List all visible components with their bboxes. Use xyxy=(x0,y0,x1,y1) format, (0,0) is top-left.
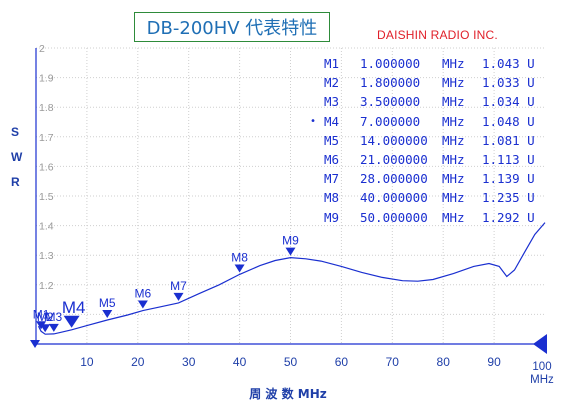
marker-m6-label: M6 xyxy=(135,287,152,301)
marker-readout-id: M6 xyxy=(324,151,340,167)
x-axis-title: 周 波 数 MHz xyxy=(249,387,327,401)
marker-readout-swr: 1.033 U xyxy=(482,75,535,91)
marker-readout-id: M3 xyxy=(324,94,340,110)
x-tick-label: 20 xyxy=(131,355,145,369)
marker-readout-freq: 7.000000 xyxy=(360,113,421,129)
y-tick-label: 1.6 xyxy=(39,161,54,173)
y-tick-label: 1.2 xyxy=(39,280,54,292)
x-end-pointer-icon xyxy=(533,334,547,354)
marker-m9-label: M9 xyxy=(282,234,299,248)
x-tick-label: 30 xyxy=(182,355,196,369)
x-end-unit: MHz xyxy=(530,374,554,386)
y-tick-label: 1.8 xyxy=(39,102,54,114)
marker-readout-swr: 1.235 U xyxy=(482,190,535,206)
marker-readout-freq: 3.500000 xyxy=(360,94,421,110)
marker-readout-swr: 1.292 U xyxy=(482,209,535,225)
marker-m2-label: M2 xyxy=(37,310,54,324)
chart-tick-labels: 1.2 1.3 1.4 1.5 1.6 1.7 1.8 1.9 2 10 20 30 40 50 60 70 8… xyxy=(39,43,554,386)
marker-readout-freq: 1.800000 xyxy=(360,75,421,91)
marker-readout-unit: MHz xyxy=(442,209,465,225)
marker-readout-id: M9 xyxy=(324,209,340,225)
marker-readout-swr: 1.034 U xyxy=(482,94,535,110)
marker-m5-label: M5 xyxy=(99,296,116,310)
marker-readout-freq: 1.000000 xyxy=(360,56,421,71)
marker-m3-icon xyxy=(48,323,59,332)
y-tick-label: 2 xyxy=(39,43,45,55)
marker-readout-id: M1 xyxy=(324,56,340,71)
marker-m5-icon xyxy=(102,310,113,319)
chart-grid xyxy=(36,47,545,344)
x-tick-label: 10 xyxy=(80,355,94,369)
marker-readout-id: M7 xyxy=(324,171,340,187)
x-tick-label: 40 xyxy=(233,355,247,369)
marker-readout-freq: 50.000000 xyxy=(360,209,428,225)
marker-m8-label: M8 xyxy=(231,250,248,264)
marker-m4-icon xyxy=(63,315,80,328)
marker-readout-freq: 14.000000 xyxy=(360,132,428,148)
active-marker-dot-icon: • xyxy=(310,115,317,127)
marker-readout-unit: MHz xyxy=(442,56,465,71)
chart-title: DB-200HV 代表特性 xyxy=(146,18,318,39)
y-tick-label: 1.4 xyxy=(39,221,54,233)
swr-trace-line xyxy=(37,222,546,335)
marker-readout-swr: 1.048 U xyxy=(482,113,535,129)
marker-m7-icon xyxy=(173,292,184,301)
marker-m2-icon xyxy=(40,324,51,333)
marker-m6-icon xyxy=(137,300,148,309)
marker-readout-unit: MHz xyxy=(442,94,465,110)
chart-title-box: DB-200HV 代表特性 xyxy=(134,12,330,42)
marker-readout-id: M4 xyxy=(324,113,340,129)
x-tick-label: 50 xyxy=(284,355,298,369)
marker-readout-freq: 40.000000 xyxy=(360,190,428,206)
marker-readout-freq: 21.000000 xyxy=(360,151,428,167)
x-tick-label: 90 xyxy=(487,355,501,369)
marker-m8-icon xyxy=(234,264,245,273)
marker-m4-label: M4 xyxy=(62,298,86,317)
marker-m9-icon xyxy=(285,247,296,256)
x-start-pointer-icon xyxy=(30,340,40,348)
marker-readout-unit: MHz xyxy=(442,151,465,167)
marker-m3-label: M3 xyxy=(45,310,62,324)
marker-readout-swr: 1.043 U xyxy=(482,56,535,71)
marker-readout-id: M2 xyxy=(324,75,340,91)
y-tick-label: 1.7 xyxy=(39,132,54,144)
marker-readout-unit: MHz xyxy=(442,75,465,91)
y-tick-label: 1.5 xyxy=(39,191,54,203)
x-tick-label: 60 xyxy=(335,355,349,369)
x-tick-label: 70 xyxy=(386,355,400,369)
marker-m7-label: M7 xyxy=(170,279,187,293)
marker-readout-swr: 1.113 U xyxy=(482,151,535,167)
company-name: DAISHIN RADIO INC. xyxy=(377,28,498,42)
marker-readout-id: M8 xyxy=(324,190,340,206)
marker-readout-freq: 28.000000 xyxy=(360,171,428,187)
marker-m1-label: M1 xyxy=(33,307,50,321)
x-end-label: 100 xyxy=(532,361,551,373)
marker-readout-id: M5 xyxy=(324,132,340,148)
y-tick-label: 1.3 xyxy=(39,250,54,262)
y-axis-letter-w: W xyxy=(11,150,23,164)
x-tick-label: 80 xyxy=(437,355,451,369)
marker-readout-unit: MHz xyxy=(442,132,465,148)
marker-readout-unit: MHz xyxy=(442,190,465,206)
marker-readout-unit: MHz xyxy=(442,171,465,187)
chart-axes xyxy=(30,48,547,354)
y-tick-label: 1.9 xyxy=(39,73,54,85)
marker-readout-unit: MHz xyxy=(442,113,465,129)
y-axis-letter-s: S xyxy=(11,125,20,139)
marker-readout-swr: 1.139 U xyxy=(482,171,535,187)
y-axis-letter-r: R xyxy=(11,175,20,189)
swr-trace xyxy=(37,222,546,335)
marker-readout-swr: 1.081 U xyxy=(482,132,535,148)
